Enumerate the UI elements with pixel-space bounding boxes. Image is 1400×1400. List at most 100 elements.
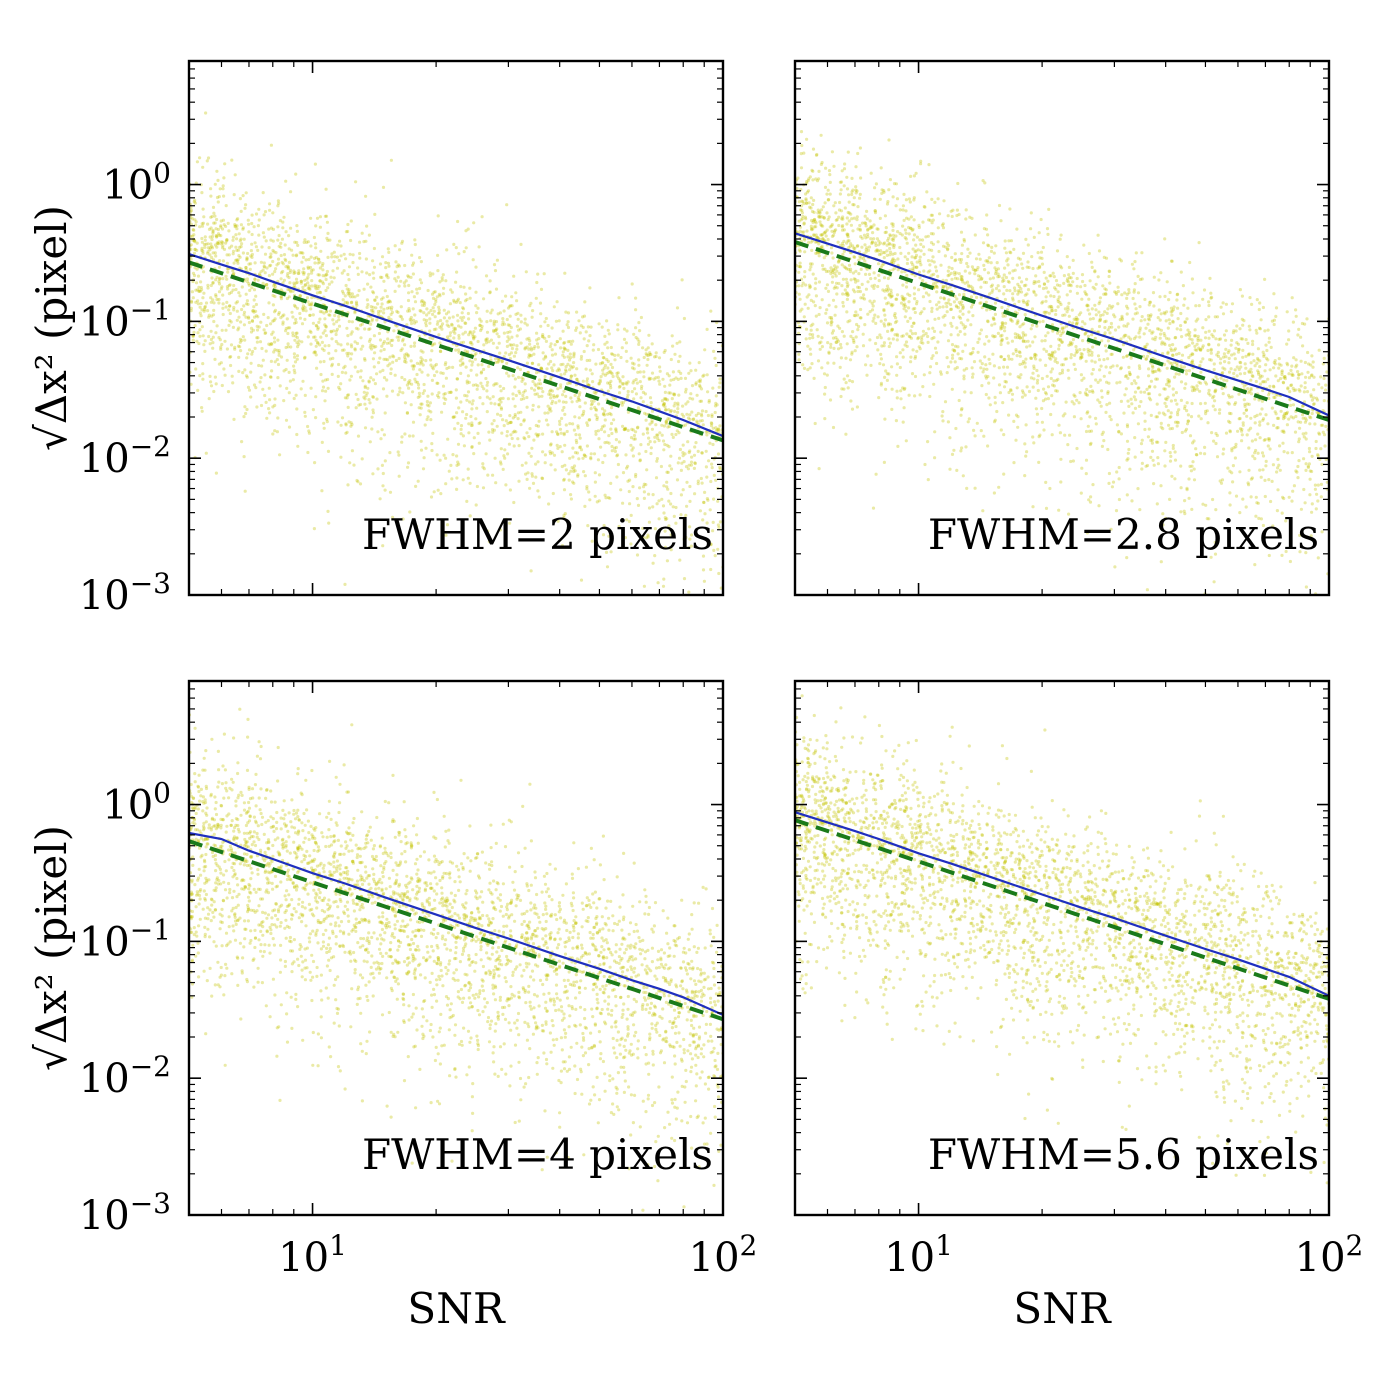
scatter-point xyxy=(1044,349,1049,353)
scatter-point xyxy=(493,269,498,273)
scatter-point xyxy=(208,235,212,239)
scatter-point xyxy=(1165,397,1169,402)
scatter-point xyxy=(439,318,443,323)
scatter-point xyxy=(292,396,296,401)
scatter-point xyxy=(203,339,207,343)
scatter-point xyxy=(898,351,902,355)
scatter-point xyxy=(236,217,240,221)
scatter-point xyxy=(422,300,426,304)
scatter-point xyxy=(415,361,419,365)
scatter-point xyxy=(928,365,933,369)
scatter-point xyxy=(320,389,325,393)
scatter-point xyxy=(1158,336,1162,340)
scatter-point xyxy=(493,456,497,460)
scatter-point xyxy=(1152,370,1156,374)
scatter-point xyxy=(517,375,521,379)
scatter-point xyxy=(320,264,324,268)
scatter-point xyxy=(669,454,673,458)
scatter-point xyxy=(281,269,285,274)
scatter-point xyxy=(568,352,572,356)
scatter-point xyxy=(220,383,224,388)
scatter-point xyxy=(329,330,333,334)
scatter-point xyxy=(1262,438,1266,442)
scatter-point xyxy=(960,277,964,282)
scatter-point xyxy=(660,433,664,437)
scatter-point xyxy=(464,229,468,233)
scatter-point xyxy=(384,261,388,265)
scatter-point xyxy=(482,387,486,391)
scatter-point xyxy=(214,382,218,386)
scatter-point xyxy=(237,326,241,330)
scatter-point xyxy=(986,320,990,324)
scatter-point xyxy=(396,393,400,397)
scatter-point xyxy=(645,363,649,367)
scatter-point xyxy=(342,269,346,273)
scatter-point xyxy=(941,284,945,289)
scatter-point xyxy=(887,188,891,192)
scatter-point xyxy=(609,371,613,375)
scatter-point xyxy=(276,338,280,342)
scatter-point xyxy=(860,245,864,249)
scatter-point xyxy=(287,370,291,374)
scatter-point xyxy=(222,194,226,198)
scatter-point xyxy=(347,293,351,297)
scatter-point xyxy=(893,266,897,270)
scatter-point xyxy=(232,305,236,310)
scatter-point xyxy=(930,213,935,217)
scatter-point xyxy=(367,233,371,237)
scatter-point xyxy=(562,477,566,481)
scatter-point xyxy=(211,313,216,317)
scatter-point xyxy=(688,537,692,541)
scatter-point xyxy=(1310,354,1314,358)
scatter-point xyxy=(1063,307,1067,311)
scatter-point xyxy=(257,207,261,211)
scatter-point xyxy=(1020,389,1025,393)
scatter-point xyxy=(887,287,891,291)
scatter-point xyxy=(603,454,607,458)
scatter-point xyxy=(851,330,855,334)
scatter-point xyxy=(310,303,314,307)
scatter-point xyxy=(623,536,628,540)
scatter-point xyxy=(694,441,698,445)
scatter-point xyxy=(470,423,474,427)
scatter-point xyxy=(1195,348,1199,352)
scatter-point xyxy=(532,388,537,392)
scatter-point xyxy=(225,285,230,289)
scatter-point xyxy=(225,253,229,257)
scatter-point xyxy=(303,393,307,397)
scatter-point xyxy=(408,379,412,383)
scatter-point xyxy=(1115,364,1119,368)
scatter-point xyxy=(657,438,661,443)
scatter-point xyxy=(1034,353,1038,357)
scatter-point xyxy=(455,463,459,467)
scatter-point xyxy=(673,409,677,413)
scatter-point xyxy=(1113,315,1117,319)
scatter-point xyxy=(870,240,875,244)
scatter-point xyxy=(225,300,229,304)
scatter-point xyxy=(347,265,352,269)
scatter-point xyxy=(271,239,275,243)
scatter-point xyxy=(1319,447,1323,451)
scatter-point xyxy=(539,367,544,371)
scatter-point xyxy=(1080,352,1084,356)
scatter-point xyxy=(579,357,583,361)
scatter-point xyxy=(1037,279,1041,284)
scatter-point xyxy=(314,224,318,228)
scatter-point xyxy=(293,321,297,325)
scatter-point xyxy=(1319,375,1323,379)
scatter-point xyxy=(424,321,428,325)
scatter-point xyxy=(590,372,594,376)
scatter-point xyxy=(601,361,605,365)
scatter-point xyxy=(621,501,625,505)
scatter-point xyxy=(521,393,525,398)
scatter-point xyxy=(1303,381,1307,385)
scatter-point xyxy=(986,444,990,448)
scatter-point xyxy=(569,469,573,473)
scatter-point xyxy=(217,280,221,284)
scatter-point xyxy=(309,255,313,259)
scatter-point xyxy=(455,454,459,458)
scatter-point xyxy=(1090,265,1094,269)
scatter-point xyxy=(460,311,464,315)
scatter-point xyxy=(632,437,636,441)
scatter-point xyxy=(460,318,464,322)
